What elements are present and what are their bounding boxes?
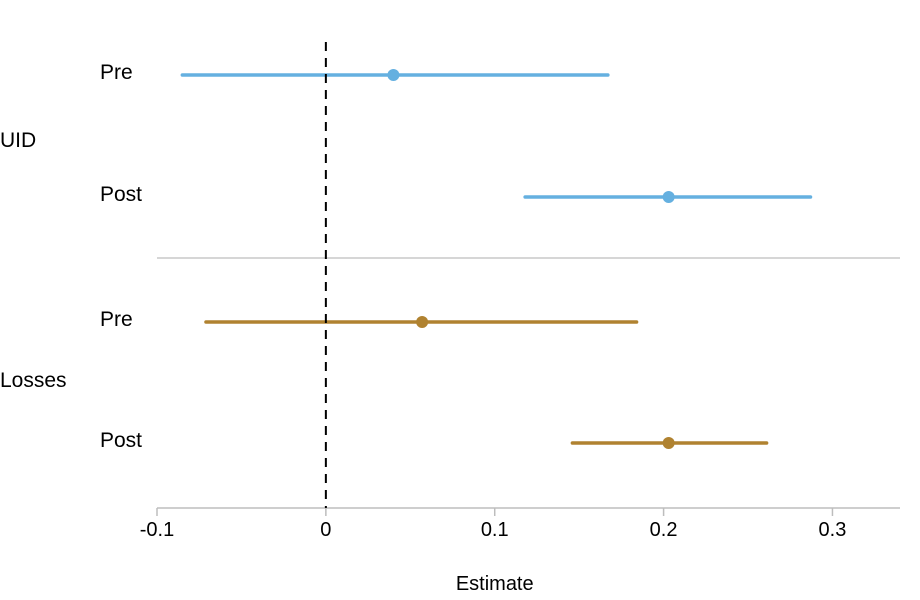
group-label-uid: UID: [0, 129, 36, 152]
x-tick-label: -0.1: [140, 519, 174, 541]
x-tick-label: 0.3: [819, 519, 847, 541]
x-tick-label: 0.1: [481, 519, 509, 541]
point-estimate: [416, 316, 429, 328]
point-estimate: [662, 437, 675, 449]
point-estimate: [387, 69, 400, 81]
group-label-losses: Losses: [0, 369, 67, 392]
x-tick-label: 0.2: [650, 519, 678, 541]
point-estimate: [662, 191, 675, 203]
row-label-post: Post: [100, 183, 142, 206]
row-label-post: Post: [100, 429, 142, 452]
row-label-pre: Pre: [100, 308, 133, 331]
x-axis-title: Estimate: [456, 573, 534, 595]
x-tick-label: 0: [320, 519, 331, 541]
row-label-pre: Pre: [100, 61, 133, 84]
